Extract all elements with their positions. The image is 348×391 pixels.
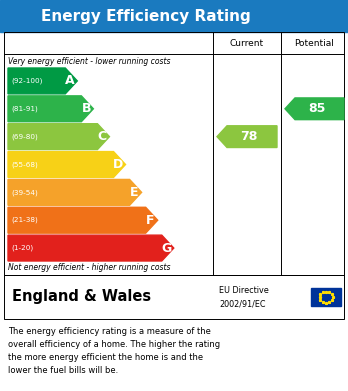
Bar (311, 288, 341, 306)
Polygon shape (8, 152, 126, 178)
Text: (81-91): (81-91) (11, 106, 38, 112)
Text: The energy efficiency rating is a measure of the
overall efficiency of a home. T: The energy efficiency rating is a measur… (8, 327, 220, 375)
Text: Energy Efficiency Rating: Energy Efficiency Rating (41, 9, 251, 23)
Text: EU Directive: EU Directive (219, 286, 269, 295)
Polygon shape (8, 179, 142, 205)
Text: (92-100): (92-100) (11, 78, 42, 84)
Text: 78: 78 (240, 130, 258, 143)
Polygon shape (285, 98, 344, 120)
Text: Current: Current (230, 38, 264, 47)
Polygon shape (217, 126, 277, 147)
Text: (69-80): (69-80) (11, 133, 38, 140)
Text: England & Wales: England & Wales (12, 289, 151, 305)
Polygon shape (8, 207, 158, 233)
Bar (4, 275, 344, 319)
Text: (39-54): (39-54) (11, 189, 38, 196)
Text: B: B (81, 102, 91, 115)
Polygon shape (8, 235, 174, 261)
Text: Not energy efficient - higher running costs: Not energy efficient - higher running co… (8, 264, 171, 273)
Text: F: F (146, 214, 155, 227)
Text: A: A (65, 74, 75, 88)
Text: D: D (113, 158, 124, 171)
Text: E: E (130, 186, 139, 199)
Polygon shape (8, 124, 109, 150)
Text: C: C (98, 130, 107, 143)
Text: (55-68): (55-68) (11, 161, 38, 168)
Text: Very energy efficient - lower running costs: Very energy efficient - lower running co… (8, 57, 171, 66)
Text: 2002/91/EC: 2002/91/EC (219, 299, 266, 308)
Text: G: G (161, 242, 172, 255)
Text: (21-38): (21-38) (11, 217, 38, 224)
Bar (4, 32, 344, 275)
Bar (0, 0, 348, 32)
Polygon shape (8, 68, 77, 94)
Text: (1-20): (1-20) (11, 245, 33, 251)
Polygon shape (8, 96, 93, 122)
Text: 85: 85 (308, 102, 325, 115)
Text: Potential: Potential (294, 38, 334, 47)
